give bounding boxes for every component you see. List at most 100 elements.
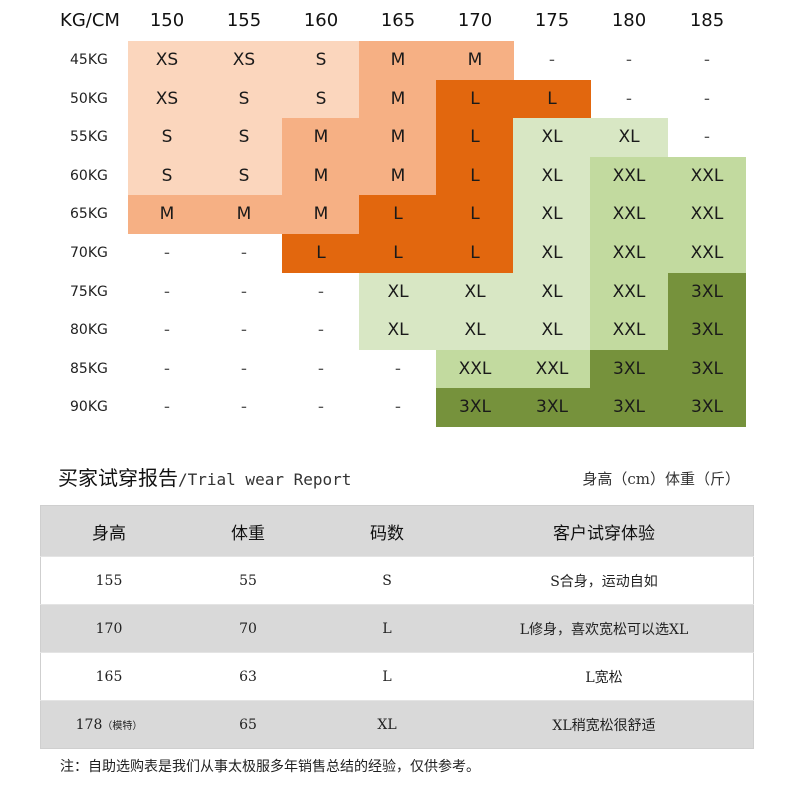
size-cell: - <box>317 397 325 418</box>
cell-size: XL <box>319 700 455 749</box>
size-cell: M <box>205 195 283 235</box>
size-cell: XL <box>359 272 437 312</box>
cell-weight: 70 <box>177 604 319 653</box>
size-cell: - <box>703 50 711 70</box>
table-row: 165 63 L L宽松 <box>40 652 754 701</box>
cell-size: L <box>319 604 455 653</box>
unit-note: 身高（cm）体重（斤） <box>582 470 740 488</box>
cell-experience: L修身，喜欢宽松可以选XL <box>455 604 754 653</box>
height-header: 150 <box>149 10 185 31</box>
trial-report-table: 身高 体重 码数 客户试穿体验 155 55 S S合身，运动自如 170 70… <box>40 505 754 749</box>
size-cell: 3XL <box>590 349 668 389</box>
size-cell: XXL <box>668 195 746 235</box>
size-cell: - <box>625 50 633 70</box>
size-cell: L <box>359 234 437 273</box>
size-cell: - <box>240 358 248 379</box>
size-cell: M <box>359 41 437 80</box>
column-header-weight: 体重 <box>177 505 319 557</box>
cell-height: 155 <box>40 556 177 605</box>
size-cell: S <box>282 79 360 119</box>
cell-size: L <box>319 652 455 701</box>
size-cell: XXL <box>590 311 668 351</box>
size-cell: - <box>703 88 711 109</box>
size-cell: XL <box>436 311 514 351</box>
size-cell: XL <box>513 311 591 351</box>
size-cell: - <box>317 320 325 341</box>
corner-label: KG/CM <box>60 10 120 31</box>
size-cell: XXL <box>668 234 746 273</box>
size-cell: 3XL <box>436 388 514 428</box>
size-cell: - <box>625 88 633 109</box>
height-header: 170 <box>457 10 493 31</box>
cell-weight: 63 <box>177 652 319 701</box>
size-cell: XL <box>436 272 514 312</box>
size-cell: - <box>163 281 171 302</box>
size-cell: XXL <box>590 272 668 312</box>
size-cell: XS <box>205 41 283 80</box>
size-cell: L <box>436 79 514 119</box>
size-cell: L <box>436 195 514 235</box>
size-cell: L <box>436 118 514 158</box>
size-cell: M <box>282 118 360 158</box>
table-row: 155 55 S S合身，运动自如 <box>40 556 754 605</box>
cell-height: 170 <box>40 604 177 653</box>
size-cell: S <box>205 156 283 196</box>
size-cell: M <box>282 195 360 235</box>
cell-weight: 65 <box>177 700 319 749</box>
column-header-height: 身高 <box>40 505 177 557</box>
size-cell: L <box>436 234 514 273</box>
size-cell: - <box>317 358 325 379</box>
size-cell: - <box>394 397 402 418</box>
size-cell: S <box>128 118 206 158</box>
table-row: 170 70 L L修身，喜欢宽松可以选XL <box>40 604 754 653</box>
height-header: 175 <box>534 10 570 31</box>
size-cell: XXL <box>590 195 668 235</box>
weight-label: 55KG <box>70 129 108 146</box>
cell-height: 178（模特） <box>40 700 177 749</box>
cell-experience: XL稍宽松很舒适 <box>455 700 754 749</box>
size-cell: M <box>359 118 437 158</box>
size-cell: 3XL <box>668 311 746 351</box>
size-cell: XL <box>513 272 591 312</box>
size-cell: - <box>163 397 171 418</box>
size-cell: M <box>359 79 437 119</box>
height-header: 185 <box>689 10 725 31</box>
column-header-experience: 客户试穿体验 <box>455 505 754 557</box>
height-header: 155 <box>226 10 262 31</box>
size-cell: M <box>128 195 206 235</box>
size-cell: - <box>548 50 556 70</box>
size-cell: XL <box>590 118 668 158</box>
size-cell: M <box>436 41 514 80</box>
size-cell: - <box>703 127 711 148</box>
size-cell: XL <box>513 156 591 196</box>
size-cell: 3XL <box>668 272 746 312</box>
size-chart: KG/CM 150 155 160 165 170 175 180 185 45KG XS XS S M… <box>60 10 746 428</box>
report-title: 买家试穿报告/Trial wear Report <box>58 462 351 491</box>
cell-experience: S合身，运动自如 <box>455 556 754 605</box>
weight-label: 75KG <box>70 283 108 300</box>
height-header: 165 <box>380 10 416 31</box>
size-cell: XXL <box>436 349 514 389</box>
column-header-size: 码数 <box>319 505 455 557</box>
size-cell: - <box>163 320 171 341</box>
size-cell: - <box>163 243 171 263</box>
size-cell: XXL <box>513 349 591 389</box>
size-cell: L <box>359 195 437 235</box>
height-header: 160 <box>303 10 339 31</box>
weight-label: 70KG <box>70 245 108 261</box>
size-cell: - <box>163 358 171 379</box>
size-cell: XS <box>128 41 206 80</box>
weight-label: 80KG <box>70 322 108 339</box>
size-cell: - <box>240 397 248 418</box>
size-cell: S <box>282 41 360 80</box>
size-cell: XL <box>513 118 591 158</box>
size-cell: - <box>394 358 402 379</box>
size-cell: L <box>282 234 360 273</box>
size-cell: 3XL <box>668 388 746 428</box>
size-cell: - <box>240 320 248 341</box>
size-cell: XL <box>513 234 591 273</box>
report-title-en: /Trial wear Report <box>178 470 352 489</box>
size-cell: - <box>317 281 325 302</box>
size-cell: 3XL <box>513 388 591 428</box>
size-cell: S <box>205 79 283 119</box>
